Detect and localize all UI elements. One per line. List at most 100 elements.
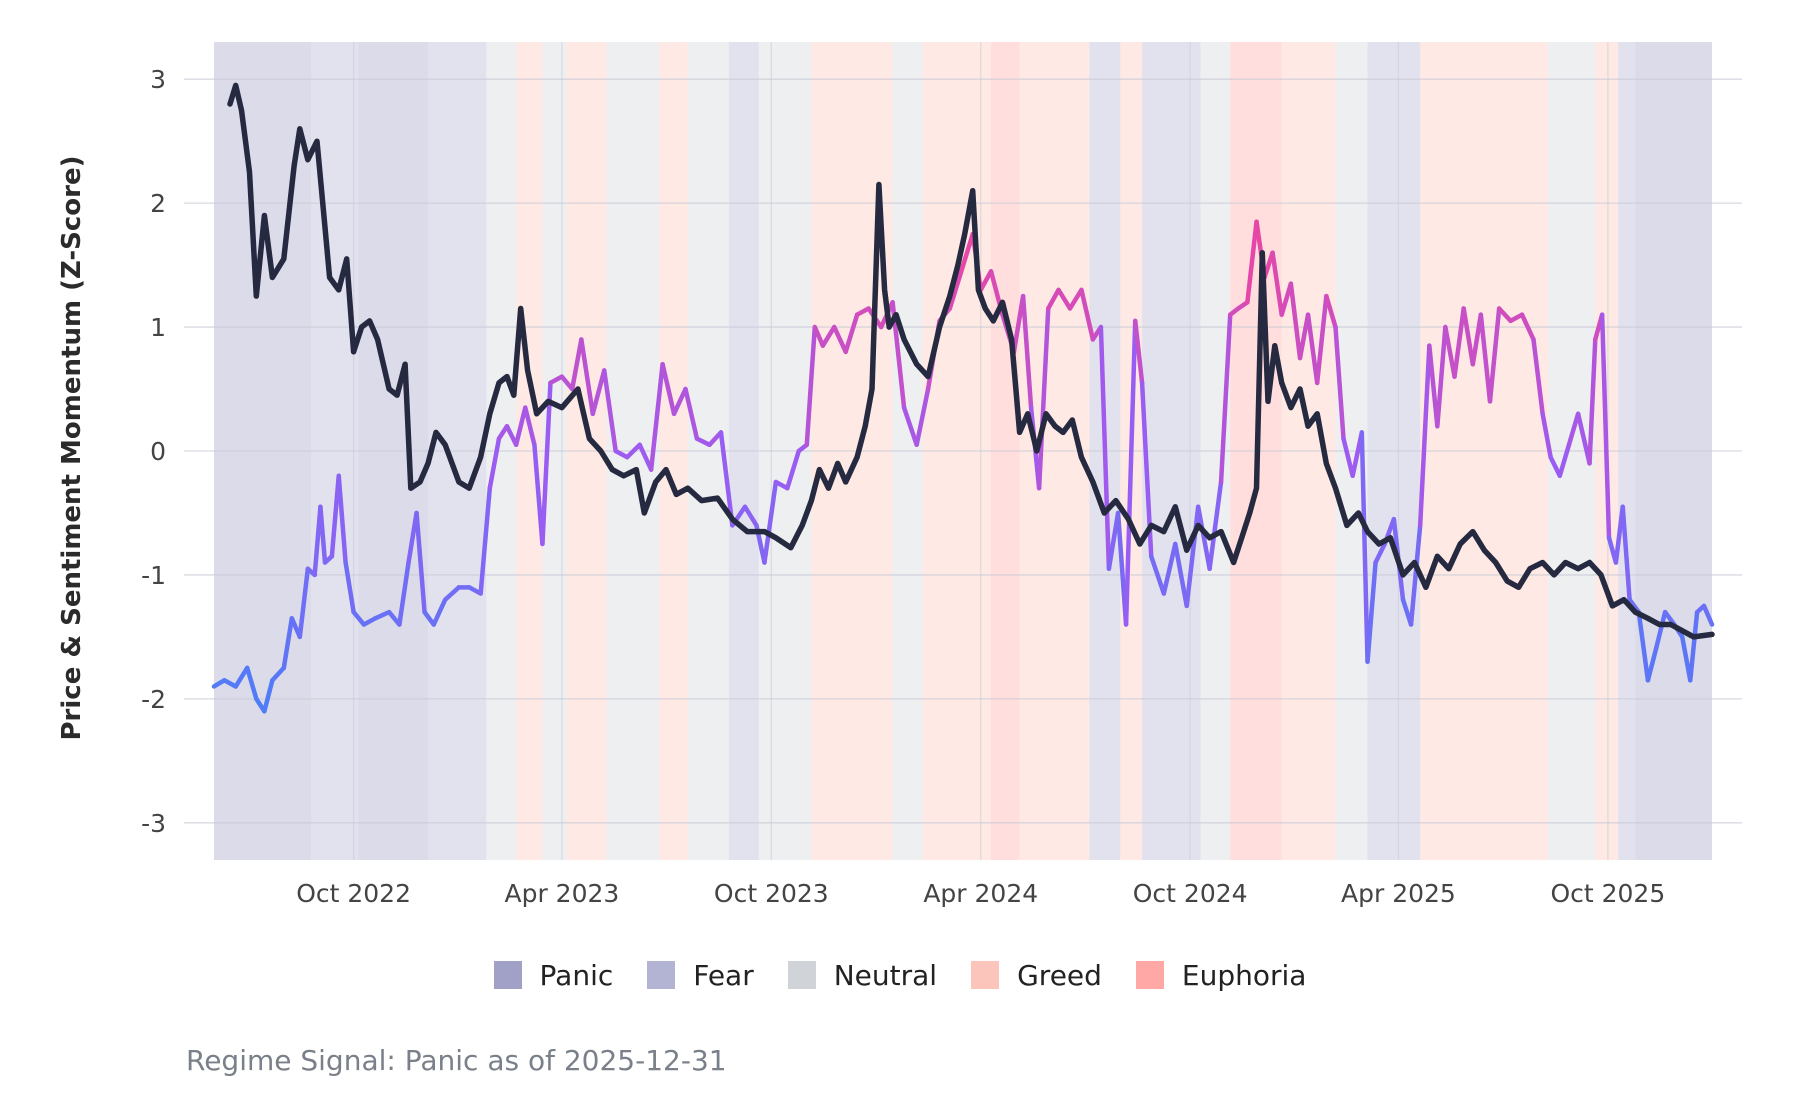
sentiment-segment (1184, 504, 1201, 609)
sentiment-segment (442, 585, 462, 602)
y-tick-label: 0 (150, 437, 166, 466)
price-momentum-line (227, 82, 1715, 640)
sentiment-segment (624, 442, 642, 460)
sentiment-segment (1452, 306, 1466, 379)
sentiment-segment (804, 324, 818, 448)
regime-signal-caption: Regime Signal: Panic as of 2025-12-31 (186, 1044, 727, 1077)
legend-label: Panic (539, 958, 614, 992)
sentiment-segment (373, 609, 392, 621)
sentiment-segment (1620, 504, 1632, 602)
sentiment-segment (343, 560, 356, 615)
x-tick-label: Apr 2023 (504, 879, 619, 908)
legend-label: Fear (693, 958, 754, 992)
sentiment-segment (1333, 324, 1346, 441)
sentiment-segment (1297, 312, 1311, 361)
x-tick-labels: Oct 2022 Apr 2023 Oct 2023 Apr 2024 Oct 2024… (296, 879, 1665, 908)
sentiment-segment (762, 479, 779, 565)
sentiment-segment (1587, 337, 1598, 466)
y-tick-label: 2 (150, 189, 166, 218)
sentiment-segment (422, 609, 436, 627)
sentiment-segment (914, 386, 931, 448)
legend-item-greed: Greed (971, 959, 1102, 992)
sentiment-segment (1373, 541, 1387, 565)
x-tick-label: Oct 2024 (1133, 879, 1248, 908)
sentiment-segment (683, 386, 700, 441)
sentiment-segment (1067, 287, 1084, 311)
sentiment-segment (1636, 609, 1651, 683)
legend-swatch (1135, 961, 1164, 989)
sentiment-segment (513, 405, 528, 448)
sentiment-segment (1056, 287, 1073, 311)
sentiment-segment (812, 324, 826, 348)
y-tick-label: -2 (141, 685, 166, 714)
sentiment-segment (601, 368, 618, 454)
x-tick-label: Oct 2022 (296, 879, 411, 908)
sentiment-segment (1195, 504, 1212, 571)
y-tick-label: 1 (150, 313, 166, 342)
sentiment-segment (901, 405, 919, 448)
sentiment-segment (1548, 454, 1563, 479)
x-tick-label: Oct 2025 (1550, 879, 1665, 908)
sentiment-segment (1688, 609, 1700, 683)
sentiment-segment (336, 473, 348, 565)
sentiment-segment (1149, 554, 1167, 596)
sentiment-segment (1123, 318, 1138, 627)
sentiment-segment (660, 361, 677, 417)
sentiment-segment (1496, 306, 1513, 324)
sentiment-segment (1270, 250, 1284, 317)
sentiment-segment (1341, 436, 1355, 479)
sentiment-segment (1653, 609, 1668, 652)
sentiment-segment (637, 442, 654, 472)
legend-swatch (493, 961, 522, 989)
legend-item-panic: Panic (493, 958, 614, 992)
sentiment-segment (1314, 293, 1329, 386)
sentiment-segment (1161, 541, 1178, 596)
sentiment-segment (978, 269, 994, 293)
sentiment-segment (590, 368, 607, 417)
sentiment-segment (1365, 560, 1378, 664)
sentiment-segment (1443, 324, 1457, 379)
sentiment-segment (262, 678, 275, 714)
legend-swatch (787, 961, 816, 989)
sentiment-segment (1036, 306, 1051, 491)
sentiment-segment (1701, 603, 1715, 627)
sentiment-segment (1427, 343, 1440, 429)
sentiment-segment (1218, 312, 1233, 485)
sentiment-segment (947, 269, 964, 311)
sentiment-segment (843, 312, 860, 355)
sentiment-segment (1575, 411, 1592, 466)
sentiment-segment (431, 597, 448, 627)
sentiment-segment (742, 504, 759, 528)
sentiment-segment (318, 504, 328, 565)
sentiment-segment (1645, 647, 1659, 683)
y-axis-label: Price & Sentiment Momentum (Z-Score) (57, 156, 87, 741)
sentiment-segment (1245, 219, 1259, 305)
sentiment-segment (487, 436, 502, 491)
sentiment-segment (1540, 411, 1553, 460)
sentiment-segment (1435, 324, 1448, 429)
sentiment-segment (233, 665, 250, 689)
sentiment-segment (1098, 324, 1112, 571)
sentiment-segment (1079, 287, 1096, 342)
sentiment-segment (540, 380, 553, 547)
sentiment-segment (1046, 287, 1061, 311)
sentiment-segment (1132, 318, 1145, 386)
sentiment-segment (270, 665, 287, 683)
legend-item-neutral: Neutral (787, 958, 938, 992)
sentiment-segment (820, 324, 837, 348)
series-lines (211, 82, 1715, 714)
sentiment-segment (959, 231, 975, 274)
x-tick-label: Apr 2024 (923, 879, 1038, 908)
sentiment-segment (648, 361, 665, 472)
legend-label: Neutral (833, 958, 938, 992)
sentiment-segment (397, 560, 411, 627)
sentiment-segment (569, 337, 584, 392)
legend-label: Euphoria (1181, 958, 1307, 992)
sentiment-segment (1417, 343, 1432, 528)
sentiment-segment (671, 386, 688, 417)
y-tick-label: 3 (150, 65, 166, 94)
legend-swatch (971, 961, 1000, 989)
sentiment-segment (1478, 312, 1493, 404)
sentiment-segment (1305, 312, 1320, 386)
